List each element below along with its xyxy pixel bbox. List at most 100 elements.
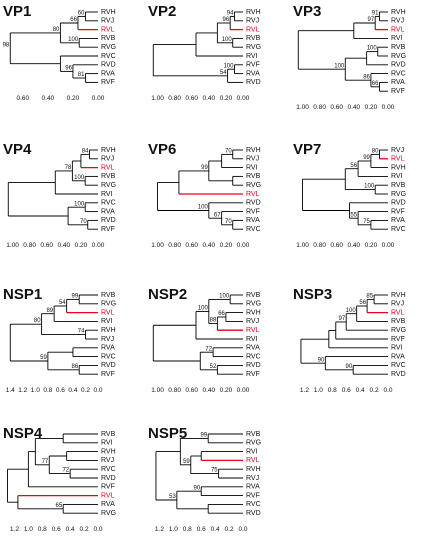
- support-label: 100: [222, 37, 233, 43]
- support-label: 54: [59, 300, 66, 306]
- tick-label: 1.2: [18, 387, 27, 394]
- leaf-label: RVG: [246, 44, 261, 51]
- leaf-label: RVF: [101, 79, 115, 86]
- panel-title: VP4: [3, 141, 32, 158]
- leaf-label: RVD: [246, 200, 261, 207]
- leaf-label: RVB: [101, 292, 116, 299]
- support-label: 100: [346, 308, 357, 314]
- leaf-label: RVB: [391, 318, 406, 325]
- panel-title: NSP2: [148, 286, 187, 303]
- leaf-label: RVG: [246, 182, 261, 189]
- support-label: 70: [225, 148, 232, 154]
- leaf-label: RVD: [246, 362, 261, 369]
- tick-label: 0.80: [168, 242, 181, 249]
- leaf-label: RVF: [246, 371, 260, 378]
- leaf-label: RVA: [101, 345, 115, 352]
- tick-label: 0.20: [220, 242, 233, 249]
- leaf-label: RVA: [391, 353, 405, 360]
- leaf-label: RVJ: [246, 475, 259, 482]
- leaf-label: RVA: [101, 70, 115, 77]
- tick-label: 0.0: [93, 526, 102, 533]
- tick-label: 0.60: [330, 104, 343, 111]
- leaf-label: RVC: [246, 226, 261, 233]
- leaf-label: RVJ: [101, 336, 114, 343]
- support-label: 100: [219, 293, 230, 299]
- support-label: 66: [218, 311, 225, 317]
- leaf-label: RVI: [246, 164, 258, 171]
- leaf-label: RVL: [246, 457, 260, 464]
- tick-label: 1.2: [300, 387, 309, 394]
- support-label: 96: [65, 65, 72, 71]
- leaf-label: RVC: [101, 353, 116, 360]
- support-label: 90: [318, 357, 325, 363]
- leaf-label: RVA: [391, 79, 405, 86]
- leaf-label: RVJ: [391, 147, 404, 154]
- support-label: 77: [42, 459, 49, 465]
- tick-label: 0.6: [56, 387, 65, 394]
- leaf-label: RVB: [246, 431, 261, 438]
- tick-label: 0.60: [185, 387, 198, 394]
- leaf-label: RVA: [101, 208, 115, 215]
- tick-label: 0.40: [347, 242, 360, 249]
- panel-title: NSP3: [293, 286, 332, 303]
- support-label: 67: [214, 212, 221, 218]
- support-label: 55: [350, 212, 357, 218]
- tick-label: 1.00: [151, 242, 164, 249]
- leaf-label: RVI: [246, 448, 258, 455]
- leaf-label: RVI: [101, 318, 113, 325]
- tick-label: 1.0: [31, 387, 40, 394]
- support-label: 99: [363, 155, 370, 161]
- support-label: 70: [225, 219, 232, 225]
- leaf-label: RVI: [391, 345, 403, 352]
- leaf-label: RVF: [391, 336, 405, 343]
- leaf-label: RVD: [391, 371, 406, 378]
- leaf-label: RVG: [101, 510, 116, 517]
- tick-label: 0.00: [237, 95, 250, 102]
- tick-label: 0.00: [237, 387, 250, 394]
- leaf-label: RVC: [101, 466, 116, 473]
- support-label: 65: [55, 503, 62, 509]
- support-label: 84: [82, 148, 89, 154]
- leaf-label: RVJ: [101, 18, 114, 25]
- support-label: 53: [169, 494, 176, 500]
- support-label: 100: [74, 201, 85, 207]
- tick-label: 0.4: [66, 526, 75, 533]
- leaf-label: RVA: [246, 217, 260, 224]
- tick-label: 1.2: [155, 526, 164, 533]
- leaf-label: RVD: [101, 62, 116, 69]
- leaf-label: RVC: [101, 53, 116, 60]
- tick-label: 0.80: [313, 104, 326, 111]
- leaf-label: RVL: [246, 327, 260, 334]
- panel-title: NSP1: [3, 286, 42, 303]
- leaf-label: RVF: [391, 88, 405, 95]
- leaf-label: RVH: [391, 292, 406, 299]
- leaf-label: RVC: [101, 200, 116, 207]
- panel-title: VP1: [3, 3, 31, 20]
- leaf-label: RVJ: [101, 156, 114, 163]
- panel-title: NSP4: [3, 425, 43, 442]
- panel-title: VP3: [293, 3, 321, 20]
- support-label: 100: [68, 37, 79, 43]
- tick-label: 0.8: [38, 526, 47, 533]
- tick-label: 0.80: [168, 387, 181, 394]
- leaf-label: RVB: [391, 182, 406, 189]
- tick-label: 1.0: [314, 387, 323, 394]
- leaf-label: RVF: [101, 484, 115, 491]
- leaf-label: RVI: [101, 440, 113, 447]
- leaf-label: RVL: [246, 191, 260, 198]
- leaf-label: RVA: [101, 501, 115, 508]
- tick-label: 1.00: [6, 242, 19, 249]
- leaf-label: RVI: [246, 53, 258, 60]
- leaf-label: RVH: [391, 9, 406, 16]
- tick-label: 0.2: [81, 387, 90, 394]
- leaf-label: RVI: [391, 173, 403, 180]
- leaf-label: RVB: [391, 44, 406, 51]
- support-label: 94: [227, 10, 234, 16]
- support-label: 97: [339, 316, 346, 322]
- leaf-label: RVF: [101, 371, 115, 378]
- support-label: 97: [367, 17, 374, 23]
- tick-label: 0.60: [40, 242, 53, 249]
- leaf-label: RVD: [391, 200, 406, 207]
- leaf-label: RVL: [101, 164, 115, 171]
- leaf-label: RVJ: [391, 301, 404, 308]
